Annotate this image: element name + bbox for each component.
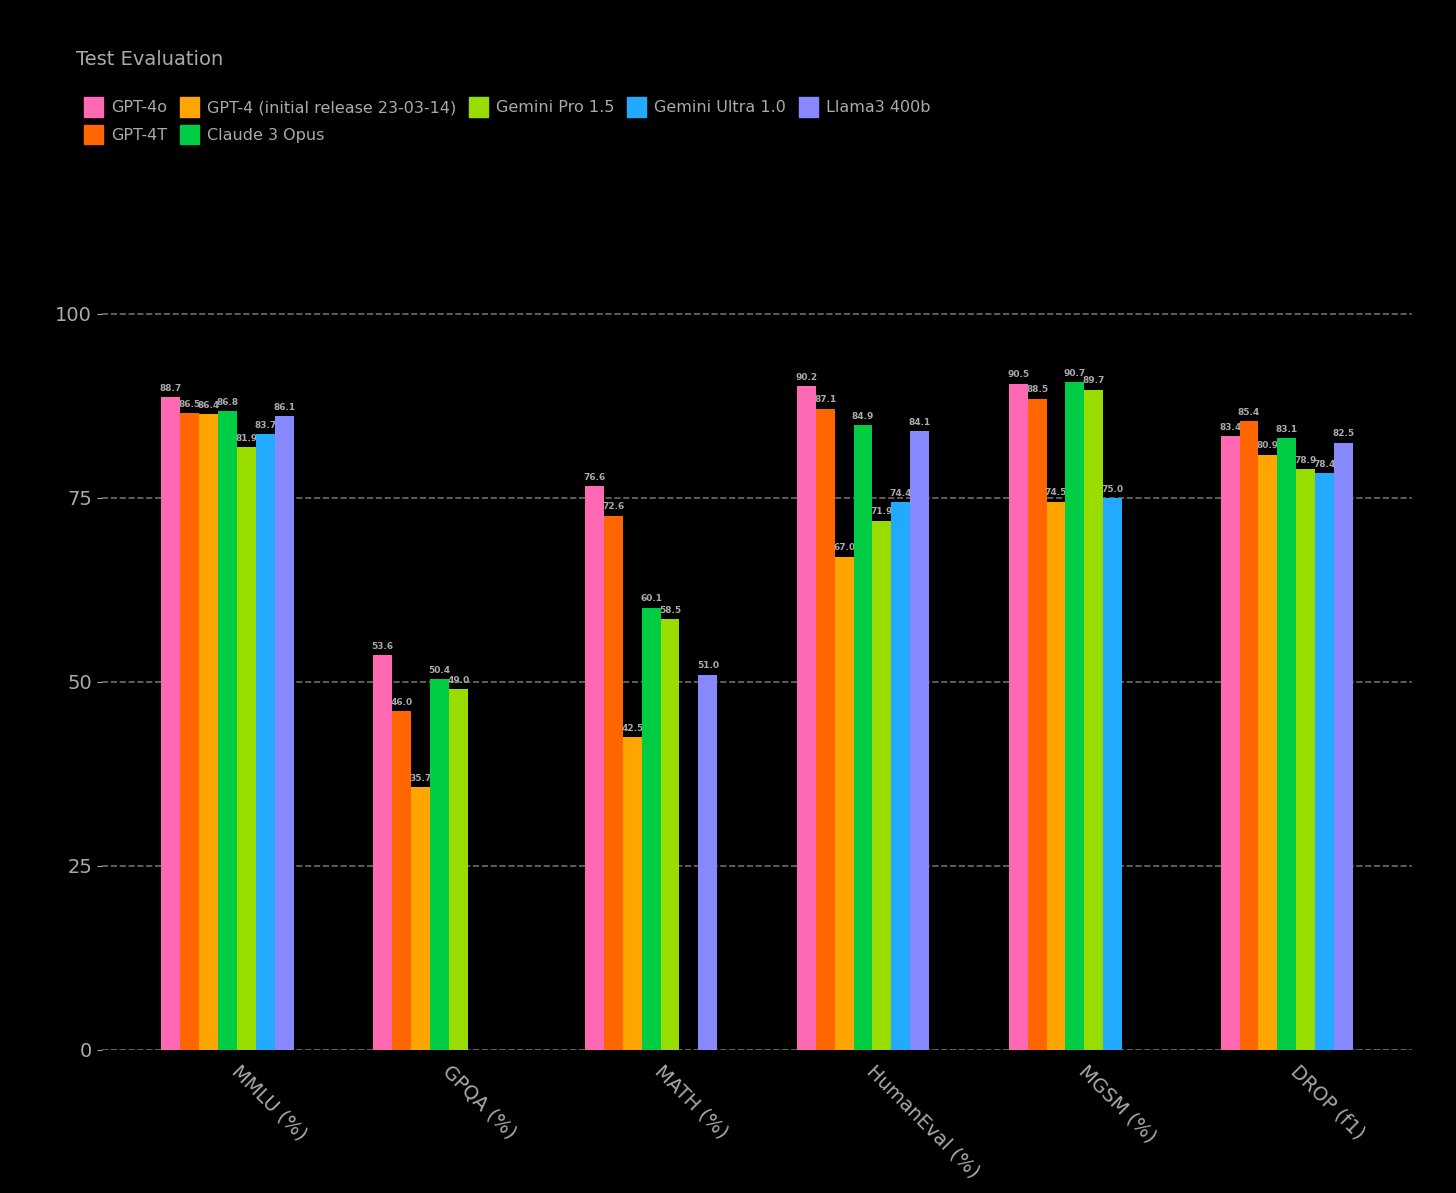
Bar [872,521,891,1050]
Bar [585,487,604,1050]
Text: 50.4: 50.4 [428,666,450,674]
Text: 88.7: 88.7 [160,384,182,392]
Text: 51.0: 51.0 [697,661,719,670]
Bar [181,413,199,1050]
Text: 42.5: 42.5 [622,724,644,733]
Bar [604,515,623,1050]
Text: 83.4: 83.4 [1219,422,1242,432]
Legend: GPT-4o, GPT-4T, GPT-4 (initial release 23-03-14), Claude 3 Opus, Gemini Pro 1.5,: GPT-4o, GPT-4T, GPT-4 (initial release 2… [83,97,930,144]
Bar [642,607,661,1050]
Text: 75.0: 75.0 [1102,484,1124,494]
Text: 87.1: 87.1 [814,396,836,404]
Text: 84.9: 84.9 [852,412,874,421]
Text: 84.1: 84.1 [909,418,930,427]
Text: 76.6: 76.6 [584,472,606,482]
Text: 86.8: 86.8 [217,397,239,407]
Bar [1085,390,1104,1050]
Bar [891,502,910,1050]
Text: 67.0: 67.0 [833,543,855,552]
Bar [1009,384,1028,1050]
Text: 58.5: 58.5 [660,606,681,614]
Bar [430,679,448,1050]
Bar [1334,443,1353,1050]
Bar [796,387,815,1050]
Text: 83.7: 83.7 [255,420,277,429]
Text: 81.9: 81.9 [236,434,258,443]
Text: 74.4: 74.4 [890,489,911,497]
Bar [661,619,680,1050]
Text: 89.7: 89.7 [1083,376,1105,385]
Bar [699,674,718,1050]
Text: 71.9: 71.9 [871,507,893,517]
Bar [392,711,411,1050]
Bar [1047,501,1066,1050]
Text: 80.9: 80.9 [1257,441,1278,450]
Bar [623,737,642,1050]
Bar [1239,421,1258,1050]
Text: 86.1: 86.1 [274,403,296,412]
Bar [1220,437,1239,1050]
Text: 78.4: 78.4 [1313,459,1335,469]
Bar [834,557,853,1050]
Bar [162,397,181,1050]
Bar [1028,398,1047,1050]
Bar [910,431,929,1050]
Bar [373,655,392,1050]
Bar [199,414,218,1050]
Text: 72.6: 72.6 [603,502,625,511]
Text: 88.5: 88.5 [1026,385,1048,394]
Text: 35.7: 35.7 [409,774,431,783]
Bar [1315,472,1334,1050]
Text: 60.1: 60.1 [641,594,662,604]
Text: 90.2: 90.2 [795,372,817,382]
Bar [218,412,237,1050]
Text: 53.6: 53.6 [371,642,393,651]
Text: 74.5: 74.5 [1045,488,1067,497]
Text: 78.9: 78.9 [1294,456,1316,465]
Bar [815,409,834,1050]
Text: 82.5: 82.5 [1332,429,1354,438]
Text: 49.0: 49.0 [447,676,469,685]
Bar [1277,438,1296,1050]
Text: 86.4: 86.4 [198,401,220,409]
Text: 46.0: 46.0 [390,698,412,707]
Bar [1296,469,1315,1050]
Text: 85.4: 85.4 [1238,408,1259,418]
Text: Test Evaluation: Test Evaluation [76,50,223,69]
Bar [1258,455,1277,1050]
Bar [853,425,872,1050]
Bar [1104,497,1123,1050]
Text: 86.5: 86.5 [179,400,201,409]
Bar [256,434,275,1050]
Bar [448,690,467,1050]
Bar [1066,383,1085,1050]
Bar [237,447,256,1050]
Text: 90.7: 90.7 [1064,369,1086,378]
Bar [275,416,294,1050]
Text: 90.5: 90.5 [1008,371,1029,379]
Text: 83.1: 83.1 [1275,425,1297,434]
Bar [411,787,430,1050]
